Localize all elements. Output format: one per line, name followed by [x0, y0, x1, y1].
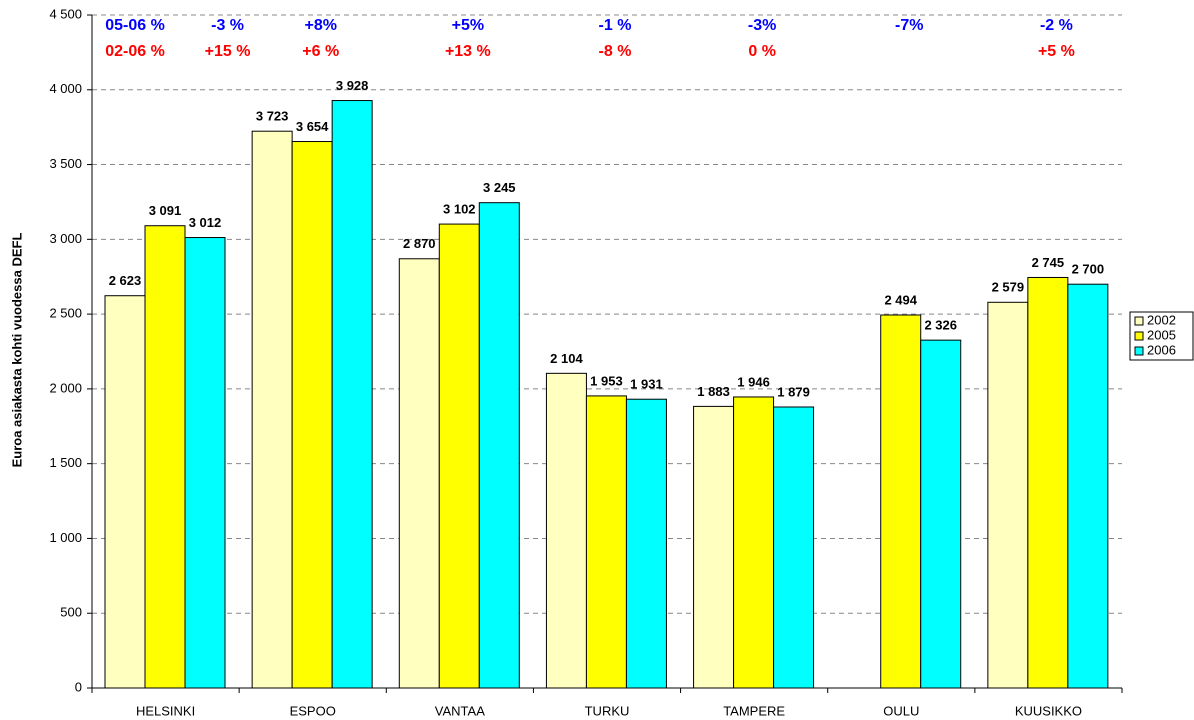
legend-swatch: [1134, 331, 1144, 341]
value-label: 2 104: [550, 351, 583, 366]
y-tick-label: 1 500: [49, 455, 82, 470]
bar: [438, 223, 480, 689]
x-tick-label: VANTAA: [435, 703, 485, 718]
legend-swatch: [1134, 346, 1144, 356]
bar: [585, 395, 627, 689]
annotation: +5 %: [1038, 43, 1075, 60]
bar: [625, 398, 667, 689]
bar: [1027, 276, 1069, 689]
value-label: 2 700: [1072, 262, 1105, 277]
value-label: 3 102: [443, 202, 476, 217]
bar: [251, 130, 293, 689]
bar: [880, 314, 922, 689]
x-tick-label: HELSINKI: [136, 703, 195, 718]
annotation: +8%: [304, 17, 336, 34]
x-tick-label: TURKU: [585, 703, 630, 718]
annotation: +15 %: [205, 43, 251, 60]
value-label: 3 012: [189, 215, 222, 230]
bar: [104, 295, 146, 689]
value-label: 1 883: [697, 384, 730, 399]
annotation: -7%: [895, 17, 923, 34]
bar: [545, 372, 587, 689]
value-label: 2 494: [884, 292, 917, 307]
y-tick-label: 0: [75, 679, 82, 694]
y-tick-label: 1 000: [49, 530, 82, 545]
annotation: -8 %: [599, 43, 632, 60]
legend-label: 2002: [1147, 312, 1176, 327]
bar: [331, 100, 373, 689]
annotation: +6 %: [302, 43, 339, 60]
value-label: 2 870: [403, 236, 436, 251]
value-label: 3 654: [296, 119, 329, 134]
y-tick-label: 3 000: [49, 231, 82, 246]
bar: [398, 258, 440, 689]
value-label: 3 245: [483, 180, 516, 195]
x-tick-label: OULU: [883, 703, 919, 718]
value-label: 3 928: [336, 78, 369, 93]
x-tick-label: TAMPERE: [723, 703, 785, 718]
y-tick-label: 4 000: [49, 81, 82, 96]
y-tick-label: 500: [60, 605, 82, 620]
y-tick-label: 2 500: [49, 306, 82, 321]
bar: [478, 202, 520, 689]
bar: [1067, 283, 1109, 689]
legend-label: 2005: [1147, 327, 1176, 342]
value-label: 2 623: [109, 273, 142, 288]
annotation: +13 %: [445, 43, 491, 60]
x-tick-label: KUUSIKKO: [1015, 703, 1082, 718]
value-label: 2 745: [1032, 255, 1065, 270]
bar: [291, 141, 333, 689]
bar: [184, 237, 226, 689]
y-tick-label: 2 000: [49, 380, 82, 395]
value-label: 1 931: [630, 377, 663, 392]
y-tick-label: 3 500: [49, 156, 82, 171]
value-label: 1 953: [590, 373, 623, 388]
legend-label: 2006: [1147, 342, 1176, 357]
bar: [693, 405, 735, 689]
legend-swatch: [1134, 316, 1144, 326]
bar: [733, 396, 775, 689]
annotation: -3 %: [211, 17, 244, 34]
value-label: 3 091: [149, 203, 182, 218]
annotation: +5%: [452, 17, 484, 34]
bar: [987, 301, 1029, 689]
annotation: -2 %: [1040, 17, 1073, 34]
value-label: 2 326: [924, 318, 957, 333]
value-label: 1 879: [777, 384, 810, 399]
annotation: -1 %: [599, 17, 632, 34]
y-tick-label: 4 500: [49, 6, 82, 21]
value-label: 1 946: [737, 374, 770, 389]
annotation: 0 %: [748, 43, 776, 60]
x-tick-label: ESPOO: [290, 703, 336, 718]
bar: [920, 339, 962, 689]
annotation-row-label: 02-06 %: [105, 43, 165, 60]
y-axis-label: Euroa asiakasta kohti vuodessa DEFL: [9, 233, 24, 468]
bar: [144, 225, 186, 689]
value-label: 2 579: [992, 280, 1025, 295]
bar: [773, 406, 815, 689]
annotation: -3%: [748, 17, 776, 34]
value-label: 3 723: [256, 109, 289, 124]
annotation-row-label: 05-06 %: [105, 17, 165, 34]
